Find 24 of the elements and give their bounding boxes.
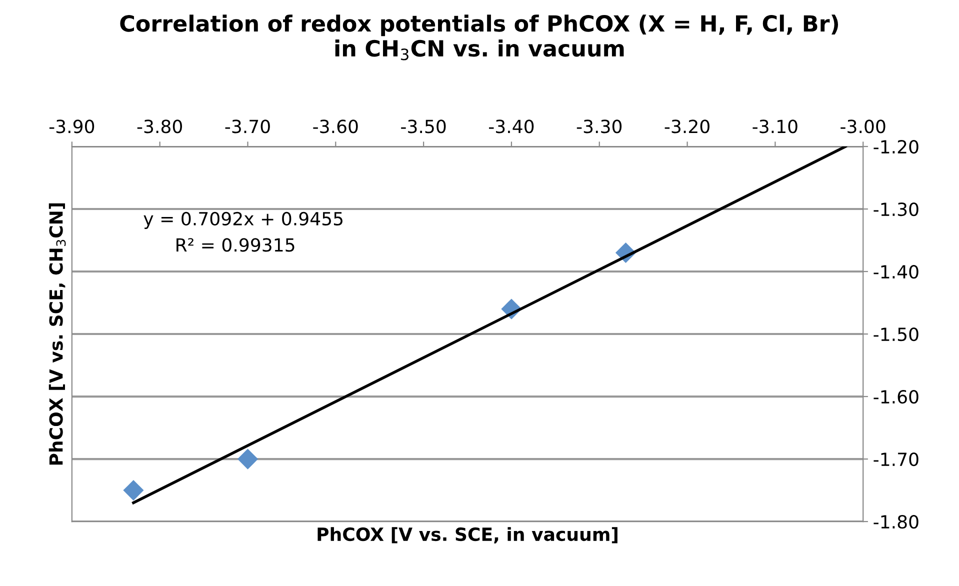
chart-title: Correlation of redox potentials of PhCOX (X = H, F, Cl, Br) in CH$_{3}$CN vs. in vacuum [120, 14, 838, 60]
y-tick-label: -1.50 [874, 327, 918, 342]
x-tick-label: -3.90 [49, 120, 94, 134]
x-tick-label: -3.60 [313, 120, 358, 134]
point [123, 480, 144, 501]
x-tick-label: -3.10 [752, 120, 798, 134]
annotation: R² = 0.99315 [176, 238, 294, 252]
y-tick-label: -1.20 [874, 140, 918, 154]
x-axis-title: PhCOX [V vs. SCE, in vacuum] [318, 527, 618, 544]
x-tick-label: -3.40 [488, 120, 534, 134]
x-tick-label: -3.20 [664, 120, 710, 134]
y-tick-label: -1.40 [874, 264, 918, 279]
point [237, 448, 258, 470]
x-tick-label: -3.80 [137, 120, 182, 134]
annotation: y = 0.7092x + 0.9455 [144, 212, 342, 230]
y-tick-label: -1.60 [874, 390, 918, 404]
y-tick-label: -1.80 [874, 515, 918, 529]
x-tick-label: -3.50 [401, 120, 446, 134]
x-tick-label: -3.30 [576, 120, 622, 134]
y-tick-label: -1.30 [874, 202, 918, 216]
y-axis-title: PhCOX [V vs. SCE, CH$_{3}$CN] [48, 203, 66, 465]
x-tick-label: -3.00 [840, 120, 886, 134]
x-tick-label: -3.70 [225, 120, 270, 134]
y-tick-label: -1.70 [874, 452, 918, 466]
